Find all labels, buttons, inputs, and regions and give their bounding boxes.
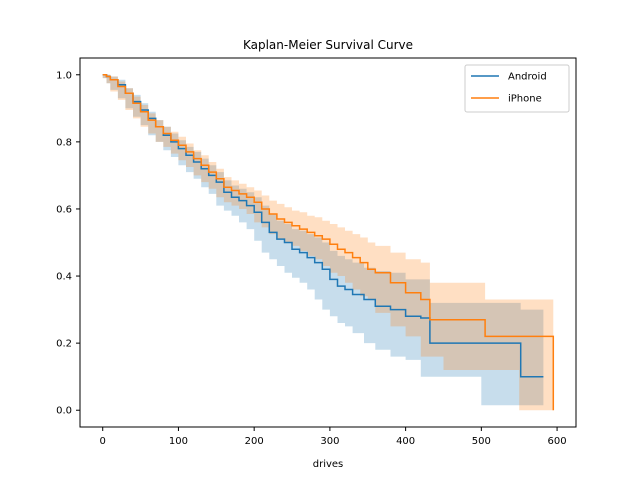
- plot-frame: [79, 57, 577, 428]
- iphone-confidence-band: [102, 74, 554, 411]
- confidence-bands: [102, 74, 554, 411]
- x-axis-ticks: 0 100 200 300 400 500 600: [100, 427, 567, 447]
- y-tick-label: 0.8: [56, 137, 72, 148]
- y-tick-label: 0.6: [56, 204, 72, 215]
- x-tick-label: 100: [169, 436, 188, 447]
- series-lines: [102, 74, 555, 411]
- x-axis-title: drives: [313, 459, 344, 470]
- y-axis-ticks: 0.0 0.2 0.4 0.6 0.8 1.0: [56, 70, 80, 417]
- legend-label-android: Android: [508, 72, 547, 83]
- legend-label-iphone: iPhone: [508, 94, 542, 105]
- x-tick-label: 600: [548, 436, 567, 447]
- iphone-survival-line: [102, 74, 555, 411]
- x-tick-label: 500: [472, 436, 491, 447]
- x-tick-label: 300: [320, 436, 339, 447]
- android-confidence-band: [102, 74, 544, 406]
- y-tick-label: 1.0: [56, 70, 72, 81]
- legend: Android iPhone: [464, 64, 570, 113]
- chart-title: Kaplan-Meier Survival Curve: [243, 38, 413, 52]
- y-tick-label: 0.4: [56, 272, 72, 283]
- x-tick-label: 0: [100, 436, 106, 447]
- y-tick-label: 0.0: [56, 406, 72, 417]
- x-tick-label: 200: [245, 436, 264, 447]
- android-survival-line: [102, 74, 544, 378]
- x-tick-label: 400: [396, 436, 415, 447]
- y-tick-label: 0.2: [56, 339, 72, 350]
